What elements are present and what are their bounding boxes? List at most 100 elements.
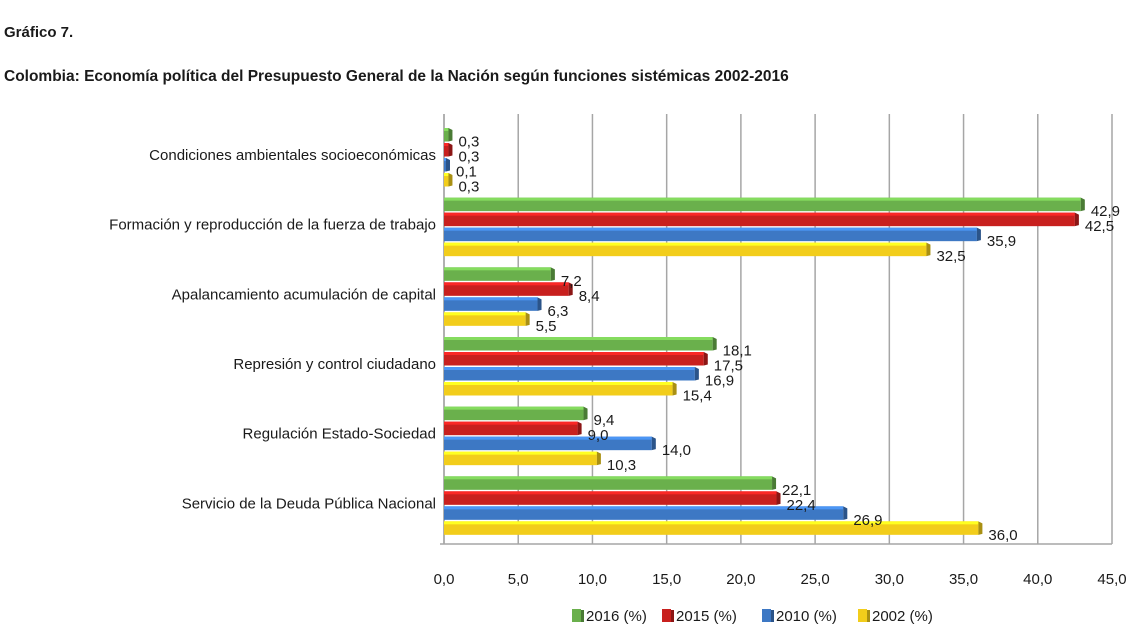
data-label: 42,5 bbox=[1085, 218, 1114, 235]
data-label: 36,0 bbox=[988, 527, 1017, 544]
bar-highlight bbox=[444, 421, 578, 425]
bar-highlight bbox=[444, 491, 777, 495]
bar bbox=[444, 476, 773, 490]
bar-highlight bbox=[444, 382, 673, 385]
bar-end-cap bbox=[448, 128, 453, 142]
bar-highlight bbox=[444, 227, 977, 231]
bar-end-cap bbox=[583, 406, 588, 421]
legend-swatch bbox=[572, 609, 581, 622]
category-label: Servicio de la Deuda Pública Nacional bbox=[182, 495, 436, 512]
bar bbox=[444, 267, 551, 281]
bar-highlight bbox=[444, 312, 526, 316]
bar-highlight bbox=[444, 521, 979, 525]
bar-end-cap bbox=[976, 227, 981, 242]
bar bbox=[444, 521, 979, 535]
chart-number: Gráfico 7. bbox=[4, 24, 74, 41]
bar-highlight bbox=[444, 406, 584, 410]
category-label: Represión y control ciudadano bbox=[233, 356, 436, 373]
bar-end-cap bbox=[568, 282, 573, 296]
bar-highlight bbox=[444, 267, 551, 271]
data-label: 17,5 bbox=[714, 358, 743, 375]
bar-highlight bbox=[444, 242, 927, 246]
bar-end-cap bbox=[703, 352, 708, 366]
bar-end-cap bbox=[596, 451, 601, 466]
x-tick-label: 0,0 bbox=[434, 571, 455, 588]
bar-highlight bbox=[444, 436, 652, 440]
bar-end-cap bbox=[712, 337, 717, 351]
chart-title: Colombia: Economía política del Presupue… bbox=[4, 68, 789, 85]
bar-highlight bbox=[444, 128, 449, 131]
data-label: 10,3 bbox=[607, 457, 636, 474]
bar-end-cap bbox=[448, 173, 453, 187]
data-label: 9,4 bbox=[594, 412, 615, 429]
bar-end-cap bbox=[651, 436, 656, 451]
bar-highlight bbox=[444, 451, 597, 455]
bar-end-cap bbox=[525, 312, 530, 326]
bar-highlight bbox=[444, 352, 704, 355]
bar bbox=[444, 158, 446, 172]
legend-swatch bbox=[858, 609, 867, 622]
bar-end-cap bbox=[926, 242, 931, 257]
bar bbox=[444, 406, 584, 421]
bar-highlight bbox=[444, 367, 695, 370]
data-label: 5,5 bbox=[536, 318, 557, 335]
x-tick-label: 15,0 bbox=[652, 571, 681, 588]
x-tick-label: 25,0 bbox=[801, 571, 830, 588]
data-label: 35,9 bbox=[987, 233, 1016, 250]
bar bbox=[444, 227, 977, 242]
bar-highlight bbox=[444, 282, 569, 286]
x-tick-label: 35,0 bbox=[949, 571, 978, 588]
data-label: 8,4 bbox=[579, 288, 600, 305]
bar bbox=[444, 312, 526, 326]
bar-end-cap bbox=[448, 143, 453, 157]
bar bbox=[444, 421, 578, 436]
x-tick-label: 30,0 bbox=[875, 571, 904, 588]
data-label: 15,4 bbox=[683, 388, 712, 405]
x-tick-label: 45,0 bbox=[1097, 571, 1126, 588]
bar bbox=[444, 282, 569, 296]
x-tick-label: 5,0 bbox=[508, 571, 529, 588]
bar-end-cap bbox=[772, 476, 777, 490]
data-label: 32,5 bbox=[936, 248, 965, 265]
bar bbox=[444, 382, 673, 396]
data-label: 0,3 bbox=[458, 134, 479, 151]
bar-end-cap bbox=[1080, 197, 1085, 212]
bar bbox=[444, 491, 777, 505]
data-label: 6,3 bbox=[548, 303, 569, 320]
legend-swatch bbox=[662, 609, 671, 622]
x-tick-label: 10,0 bbox=[578, 571, 607, 588]
bar bbox=[444, 297, 538, 311]
bar-end-cap bbox=[694, 367, 699, 381]
category-label: Apalancamiento acumulación de capital bbox=[172, 286, 436, 303]
bar-highlight bbox=[444, 297, 538, 301]
data-label: 42,9 bbox=[1091, 203, 1120, 220]
data-label: 16,9 bbox=[705, 373, 734, 390]
bar-highlight bbox=[444, 506, 844, 510]
bar-end-cap bbox=[577, 421, 582, 436]
legend-swatch-side bbox=[867, 610, 870, 622]
bar-end-cap bbox=[1074, 212, 1079, 227]
legend-swatch-side bbox=[771, 610, 774, 622]
x-axis-ticks: 0,0 5,0 10,0 15,0 20,0 25,0 30,0 35,0 40,0 45,0 bbox=[434, 571, 1127, 588]
category-label: Regulación Estado-Sociedad bbox=[243, 426, 436, 443]
bar bbox=[444, 143, 449, 157]
bar-highlight bbox=[444, 212, 1075, 216]
x-tick-label: 20,0 bbox=[726, 571, 755, 588]
legend-label: 2002 (%) bbox=[872, 608, 933, 625]
bar bbox=[444, 128, 449, 142]
bar bbox=[444, 337, 713, 351]
legend-label: 2016 (%) bbox=[586, 608, 647, 625]
category-label: Condiciones ambientales socioeconómicas bbox=[149, 147, 436, 164]
data-label: 7,2 bbox=[561, 273, 582, 290]
data-label: 0,3 bbox=[458, 179, 479, 196]
bar-end-cap bbox=[843, 506, 848, 520]
legend: 2016 (%) 2015 (%) 2010 (%) 2002 (%) bbox=[572, 608, 933, 625]
bar bbox=[444, 436, 652, 451]
bar-end-cap bbox=[672, 382, 677, 396]
bar bbox=[444, 506, 844, 520]
bar-end-cap bbox=[776, 491, 781, 505]
data-label: 14,0 bbox=[662, 442, 691, 459]
data-labels: 0,30,30,10,342,942,535,932,57,28,46,35,5… bbox=[456, 134, 1120, 544]
bars bbox=[444, 128, 1085, 535]
